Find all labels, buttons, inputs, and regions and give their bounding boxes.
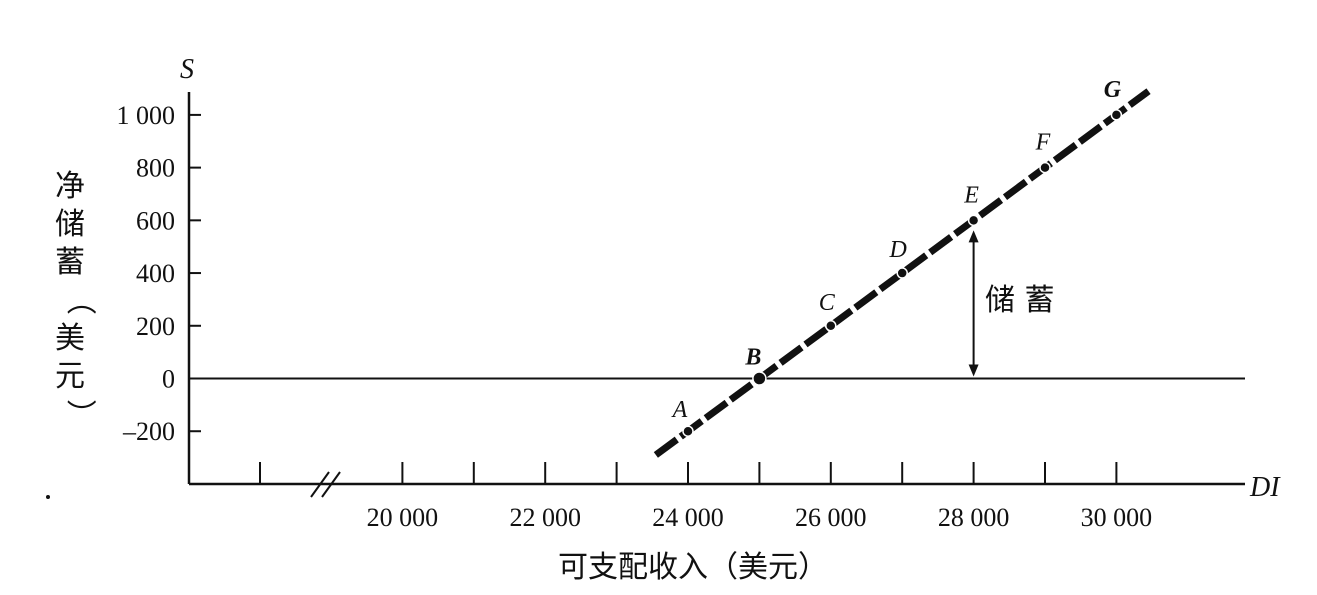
- x-axis-symbol: DI: [1249, 472, 1281, 503]
- y-tick-label: –200: [122, 417, 175, 446]
- y-label-char: 蓄: [55, 245, 85, 280]
- data-point-g: [1110, 109, 1123, 121]
- point-label-e: E: [963, 182, 979, 208]
- y-tick-label: 400: [136, 259, 175, 288]
- y-tick-label: 0: [162, 365, 175, 394]
- y-label-char: 美: [55, 321, 85, 356]
- x-tick-label: 22 000: [509, 503, 581, 532]
- x-tick-label: 24 000: [652, 503, 724, 532]
- data-point-a: [682, 425, 694, 437]
- y-label-char: 净: [55, 169, 85, 204]
- point-label-c: C: [819, 290, 836, 316]
- y-tick-label: 1 000: [117, 101, 176, 130]
- saving-line: [653, 88, 1151, 458]
- annotation-arrow-head-top: [968, 230, 979, 243]
- y-label-char: 元: [55, 359, 85, 394]
- x-tick-label: 20 000: [367, 503, 439, 532]
- data-point-e: [967, 214, 980, 227]
- y-tick-label: 600: [136, 206, 175, 235]
- y-tick-label: 200: [136, 312, 175, 341]
- data-point-f: [1039, 161, 1051, 174]
- y-tick-label: 800: [136, 154, 175, 183]
- point-label-g: G: [1104, 77, 1122, 103]
- point-label-d: D: [889, 237, 907, 263]
- axis-break-mark: [310, 471, 330, 498]
- savings-annotation: 储 蓄: [985, 283, 1055, 318]
- chart-marks: A B C D E F G: [653, 77, 1151, 458]
- point-label-a: A: [671, 397, 688, 423]
- y-label-char: ）: [62, 399, 97, 429]
- annotation-arrow-head-bottom: [968, 364, 979, 377]
- point-label-b: B: [744, 345, 761, 371]
- x-tick-label: 26 000: [795, 503, 867, 532]
- point-label-f: F: [1035, 130, 1051, 156]
- data-point-b: [752, 371, 767, 386]
- axis-break-mark: [321, 471, 341, 498]
- y-label-char: （: [62, 285, 97, 315]
- y-axis-label: 净储蓄 （ 美元 ）: [55, 169, 97, 429]
- data-point-d: [896, 267, 908, 279]
- data-point-c: [825, 320, 837, 332]
- x-axis-label: 可支配收入（美元）: [558, 550, 828, 585]
- axes: 1 000 800 600 400 200 0 –200 20 000 22 000 24 000…: [117, 92, 1245, 532]
- y-axis-symbol: S: [180, 54, 194, 85]
- stray-dot: [46, 495, 50, 499]
- y-label-char: 储: [55, 207, 85, 242]
- x-tick-label: 28 000: [938, 503, 1010, 532]
- x-tick-label: 30 000: [1081, 503, 1153, 532]
